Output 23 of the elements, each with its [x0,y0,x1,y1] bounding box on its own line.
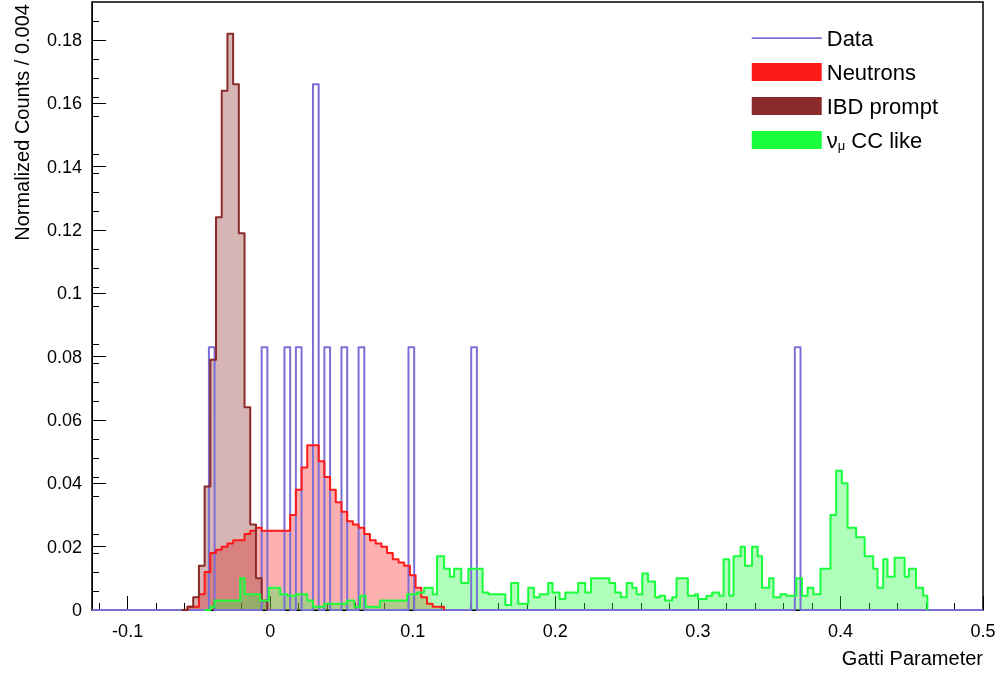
legend-label: IBD prompt [826,93,939,119]
y-tick-label: 0.04 [46,473,82,494]
y-tick-label: 0.16 [46,93,82,114]
x-tick-label: 0.2 [542,621,568,641]
x-tick-label: -0.1 [112,621,144,641]
x-tick-label: 0 [265,621,276,641]
legend-label: Neutrons [826,59,917,85]
x-tick-label: 0.5 [970,621,996,641]
y-tick-label: 0.14 [46,156,82,177]
x-tick-label: 0.3 [685,621,711,641]
y-tick-label: 0.06 [46,410,82,430]
y-tick-label: 0.18 [46,30,82,50]
legend-label: Data [826,25,874,51]
y-axis-title: Normalized Counts / 0.004 [11,4,33,241]
y-tick-label: 0.1 [56,283,82,304]
legend-label: νμ CC like [826,127,923,153]
y-tick-label: 0.02 [46,536,82,557]
y-tick-label: 0 [71,600,82,620]
x-tick-label: 0.4 [827,621,853,641]
x-tick-label: 0.1 [400,621,426,641]
y-tick-label: 0.12 [46,220,82,240]
y-tick-label: 0.08 [46,346,82,367]
x-axis-title: Gatti Parameter [841,647,984,669]
